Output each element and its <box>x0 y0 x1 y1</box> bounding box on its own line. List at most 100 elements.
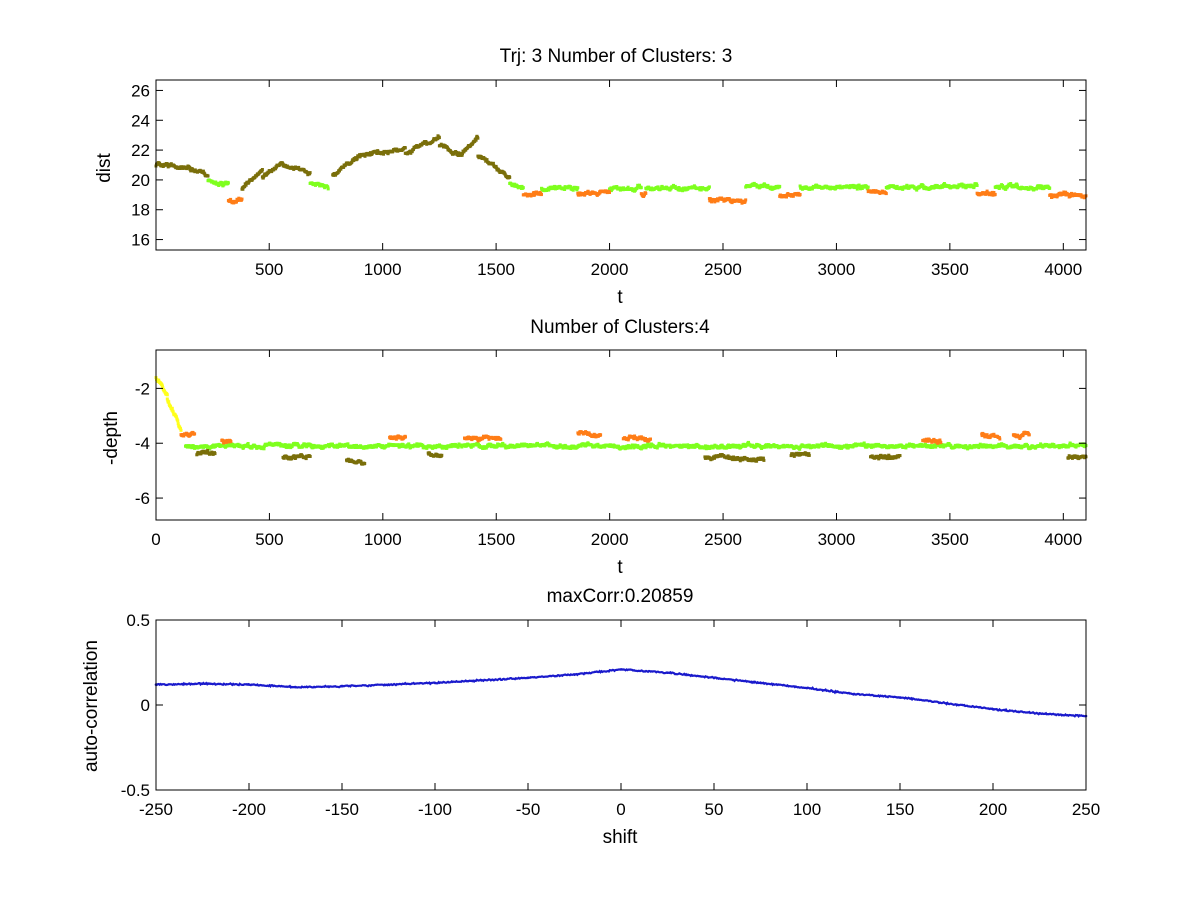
dist-point <box>608 191 611 194</box>
depth-point <box>165 393 169 397</box>
depth-point <box>649 445 652 449</box>
depth-point <box>359 460 363 464</box>
depth-point <box>762 458 766 462</box>
depth-point <box>981 445 985 449</box>
depth-point <box>603 445 607 449</box>
dist-point <box>785 195 788 199</box>
depth-point <box>236 442 240 446</box>
dist-x-tick-label: 2500 <box>704 260 742 279</box>
depth-point <box>355 443 358 447</box>
depth-point <box>1041 445 1045 449</box>
dist-point <box>656 185 660 189</box>
dist-point <box>338 169 341 173</box>
dist-point <box>226 181 230 185</box>
depth-point <box>170 406 174 410</box>
depth-point <box>456 445 460 449</box>
depth-point <box>213 452 217 456</box>
depth-point <box>404 435 407 439</box>
dist-x-tick-label: 1500 <box>477 260 515 279</box>
dist-point <box>626 185 630 189</box>
dist-point <box>342 165 346 169</box>
dist-point <box>485 158 489 162</box>
depth-point <box>179 428 183 432</box>
depth-point <box>176 419 180 423</box>
depth-series-cluster-yellow <box>154 376 183 432</box>
dist-point <box>412 147 415 151</box>
dist-point <box>476 136 480 140</box>
depth-point <box>176 422 180 426</box>
depth-series-cluster-orange <box>179 430 1031 445</box>
dist-point <box>1067 192 1071 196</box>
depth-series-cluster-olive <box>195 449 1088 466</box>
dist-point <box>798 193 802 196</box>
dist-point <box>855 187 859 191</box>
dist-point <box>508 175 512 179</box>
depth-point <box>363 462 367 465</box>
depth-point <box>394 437 398 441</box>
dist-point <box>972 186 976 190</box>
depth-point <box>308 454 312 458</box>
dist-point <box>403 146 407 150</box>
depth-point <box>179 427 182 431</box>
depth-point <box>193 432 197 436</box>
dist-y-tick-label: 24 <box>131 111 150 130</box>
dist-point <box>569 185 572 189</box>
dist-point <box>707 185 711 189</box>
depth-point <box>210 450 214 454</box>
dist-point <box>1040 184 1043 188</box>
dist-point <box>339 167 343 171</box>
depth-point <box>985 433 989 437</box>
depth-point <box>167 400 171 404</box>
dist-x-tick-label: 2000 <box>591 260 629 279</box>
depth-point <box>718 446 722 450</box>
dist-point <box>639 186 643 190</box>
dist-point <box>241 187 245 191</box>
depth-point <box>174 415 178 419</box>
depth-point <box>495 444 499 448</box>
depth-point <box>449 445 453 449</box>
depth-point <box>936 441 940 445</box>
dist-point <box>1016 184 1019 188</box>
dist-point <box>985 189 989 193</box>
depth-point <box>160 384 164 388</box>
dist-point <box>540 192 543 196</box>
dist-x-axis-label: t <box>617 287 623 308</box>
dist-point <box>766 183 770 187</box>
depth-point <box>171 410 175 414</box>
depth-point <box>747 440 750 444</box>
dist-point <box>474 138 478 142</box>
depth-point <box>599 433 603 437</box>
dist-point <box>884 192 888 196</box>
depth-point <box>503 443 507 447</box>
dist-point <box>224 180 228 184</box>
dist-point <box>1004 187 1008 191</box>
depth-point <box>1082 442 1086 446</box>
dist-point <box>1009 182 1013 185</box>
dist-series-cluster-olive <box>154 134 512 191</box>
dist-point <box>326 185 330 189</box>
dist-axes-frame <box>155 79 1087 251</box>
dist-point <box>410 150 414 154</box>
dist-point <box>214 180 218 184</box>
depth-point <box>310 443 314 447</box>
depth-point <box>499 437 503 441</box>
depth-point <box>229 440 233 444</box>
dist-y-axis-label: dist <box>94 153 115 183</box>
depth-point <box>978 442 982 446</box>
depth-point <box>798 447 802 451</box>
depth-point <box>938 438 942 442</box>
depth-point <box>792 454 796 458</box>
dist-point <box>521 186 525 190</box>
depth-point <box>1075 454 1079 458</box>
dist-panel: Trj: 3 Number of Clusters: 3 500 1000 1500… <box>94 46 1088 308</box>
dist-x-tick-label: 500 <box>255 260 283 279</box>
depth-point <box>998 437 1002 441</box>
depth-point <box>939 441 943 445</box>
dist-point <box>571 188 575 192</box>
dist-point <box>778 184 782 188</box>
dist-point <box>744 198 748 202</box>
dist-point <box>1048 186 1052 190</box>
depth-point <box>346 442 350 446</box>
depth-point <box>655 446 659 450</box>
depth-point <box>807 453 811 457</box>
